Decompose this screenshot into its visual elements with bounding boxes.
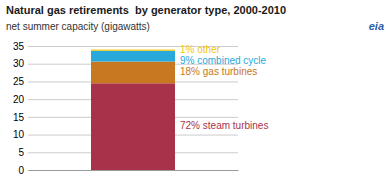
y-tick-label: 20	[13, 94, 25, 105]
y-tick-label: 35	[13, 41, 25, 52]
bar-segment	[91, 50, 175, 51]
y-tick-label: 0	[18, 165, 24, 176]
x-axis-line	[29, 170, 239, 171]
y-tick-label: 10	[13, 129, 25, 140]
y-tick-label: 30	[13, 58, 25, 69]
bars	[91, 50, 175, 170]
bar-segment	[91, 51, 175, 62]
segment-label: 1% other	[180, 44, 221, 55]
plot: 0 5 10 15 20 25 30 35 1% other9% combined cycle1…	[13, 41, 269, 176]
segment-label: 18% gas turbines	[180, 66, 257, 77]
segment-label: 72% steam turbines	[180, 120, 268, 131]
bar-segment	[91, 83, 175, 170]
segment-label: 9% combined cycle	[180, 55, 267, 66]
annotation: eia	[369, 20, 384, 32]
title: Natural gas retirements by generator typ…	[6, 4, 286, 16]
y-tick-label: 15	[13, 112, 25, 123]
chart: Natural gas retirements by generator typ…	[0, 0, 392, 180]
y-tick-label: 25	[13, 76, 25, 87]
subtitle: net summer capacity (gigawatts)	[6, 21, 150, 32]
bar-segment	[91, 62, 175, 84]
y-tick-label: 5	[18, 147, 24, 158]
grid-line	[28, 170, 238, 171]
